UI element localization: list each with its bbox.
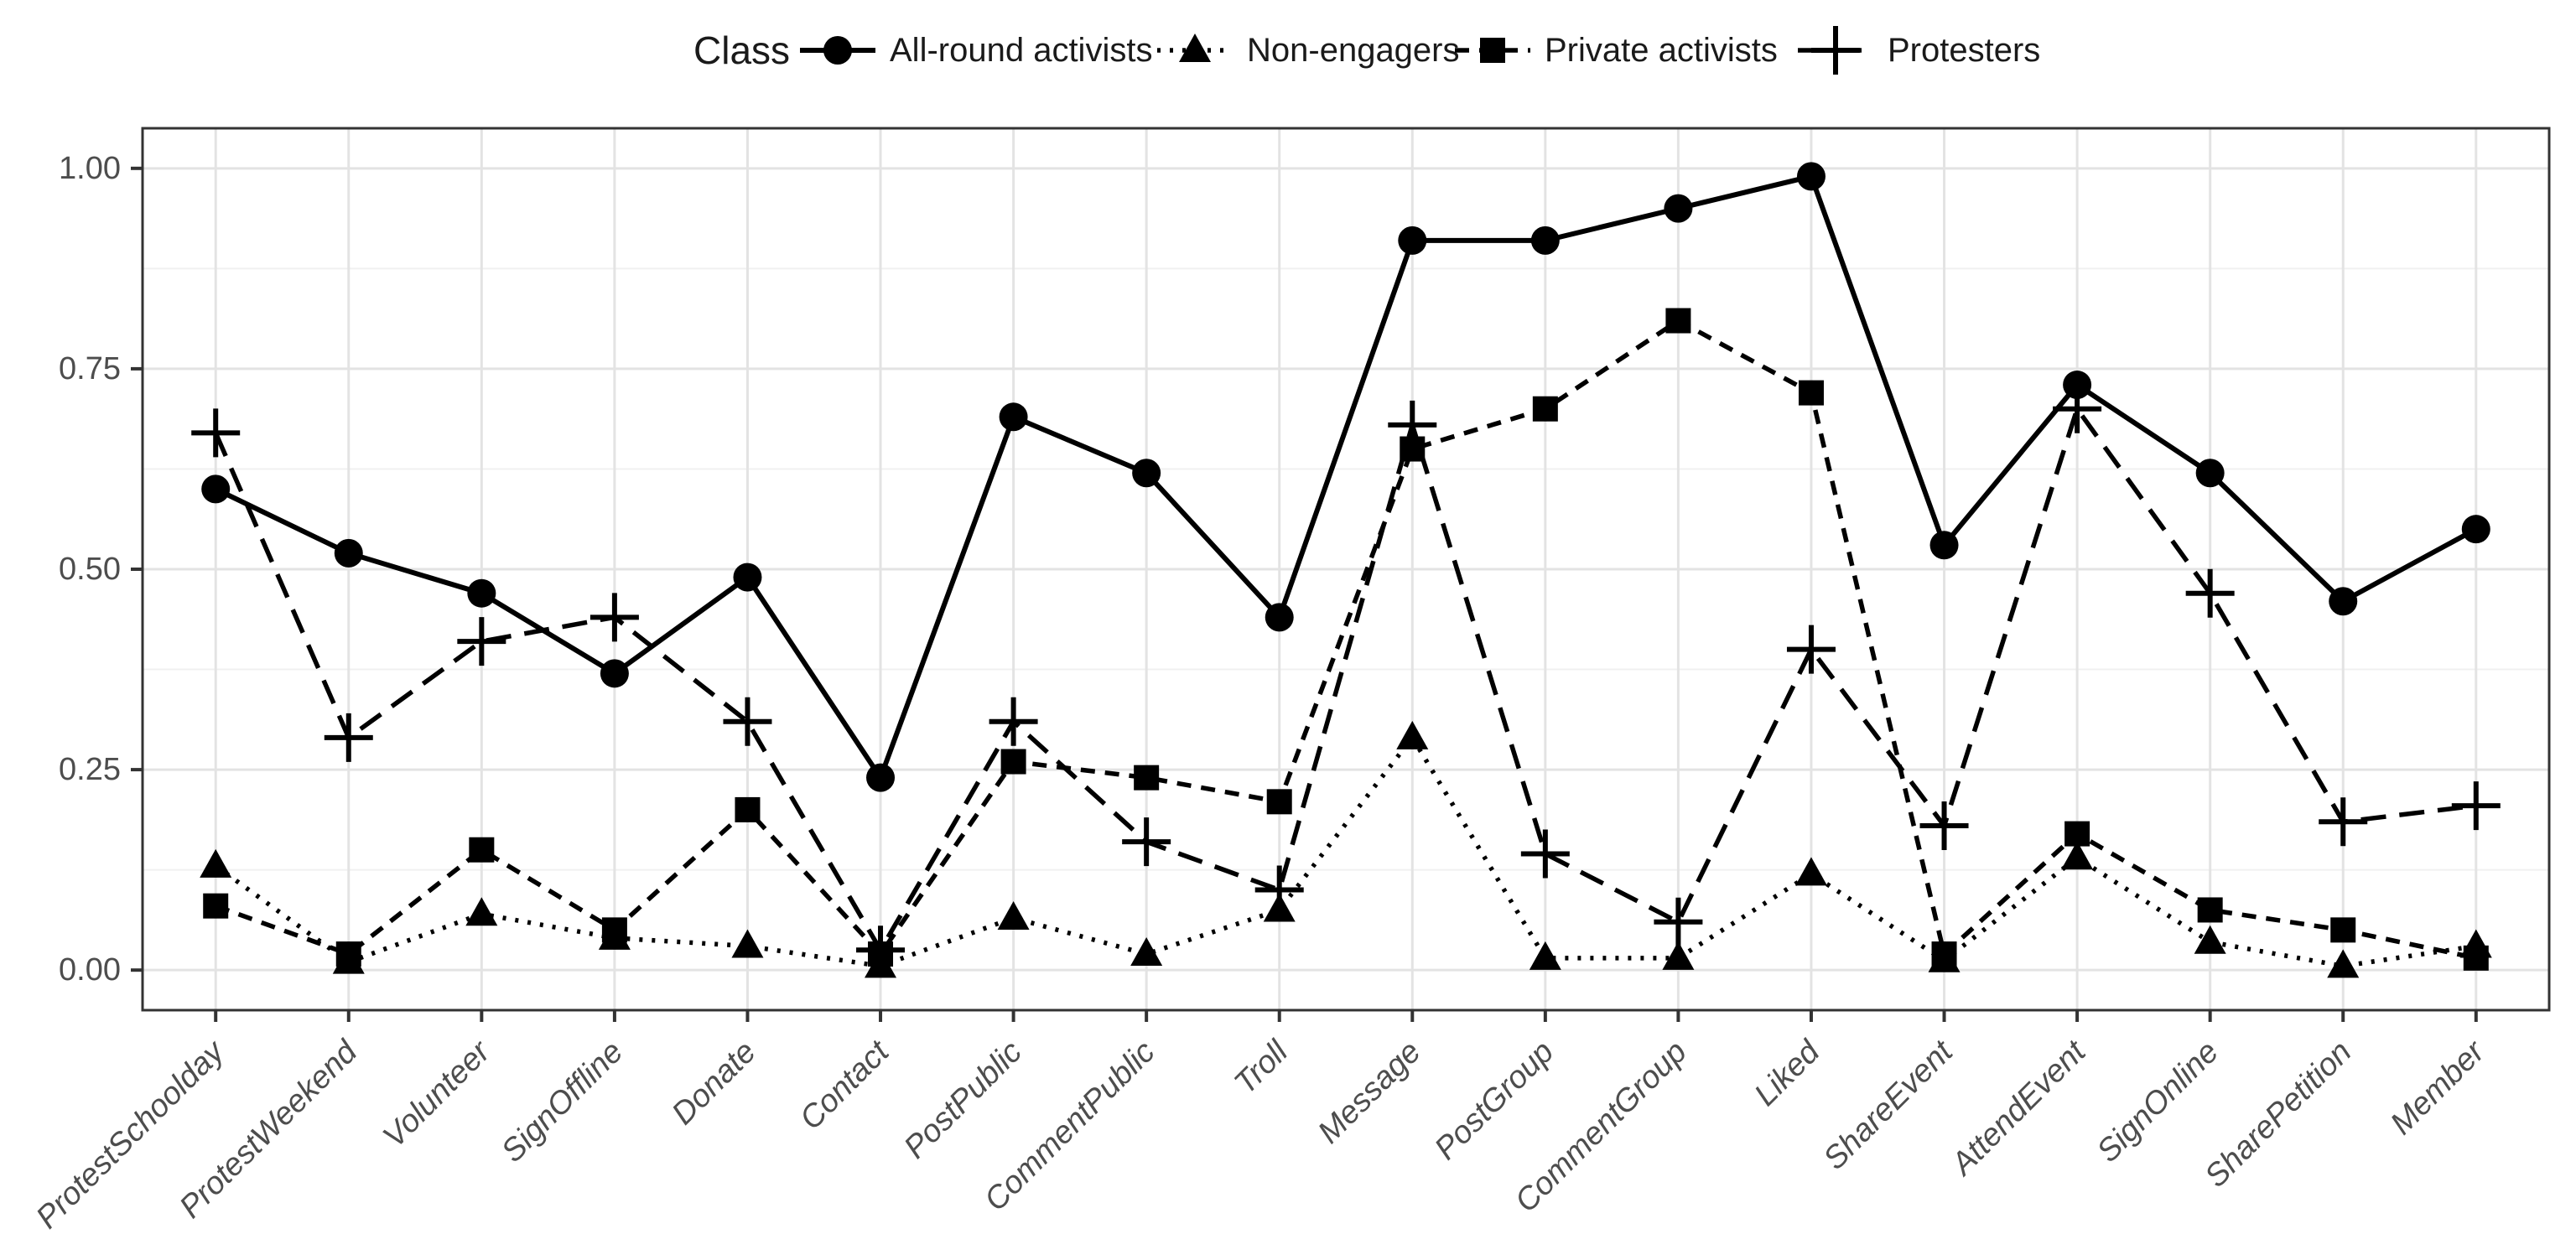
data-point-square: [469, 837, 495, 863]
data-point-circle: [999, 402, 1028, 432]
series-line-protesters: [213, 403, 2477, 955]
data-point-square: [2463, 945, 2489, 971]
data-point-plus: [457, 617, 506, 666]
y-tick-label: 0.25: [59, 752, 121, 787]
data-point-square: [1480, 38, 1505, 63]
data-point-triangle: [2194, 925, 2226, 954]
data-point-circle: [1265, 603, 1294, 632]
data-point-circle: [1664, 194, 1693, 223]
legend-item-label: Non-engagers: [1247, 32, 1460, 69]
data-point-square: [1000, 749, 1026, 775]
data-point-plus: [2319, 797, 2368, 847]
data-point-square: [2064, 821, 2090, 847]
data-point-circle: [467, 578, 496, 608]
series-protesters: [191, 384, 2501, 975]
data-point-square: [735, 796, 761, 822]
data-point-triangle: [1662, 941, 1695, 970]
data-point-square: [2197, 897, 2223, 923]
legend-title: Class: [693, 29, 790, 72]
data-point-plus: [1786, 625, 1836, 674]
data-point-circle: [2461, 515, 2490, 544]
axis-ticks: [131, 166, 2478, 1022]
legend-item-protesters: Protesters: [1798, 26, 2040, 75]
y-tick-label: 0.00: [59, 952, 121, 988]
legend-item-private-activists: Private activists: [1455, 32, 1778, 69]
data-point-square: [203, 893, 229, 919]
data-point-square: [1665, 308, 1691, 334]
data-point-square: [601, 917, 627, 943]
data-point-square: [1931, 941, 1957, 967]
data-point-square: [335, 941, 361, 967]
data-point-plus: [1811, 26, 1860, 75]
series-line-all-round-activists: [214, 173, 2478, 784]
series-line-private-activists: [215, 318, 2477, 961]
data-point-triangle: [1794, 857, 1827, 886]
series-all-round-activists: [201, 162, 2490, 792]
data-point-square: [2330, 917, 2356, 943]
data-point-triangle: [1179, 34, 1211, 62]
data-point-circle: [2063, 371, 2092, 400]
data-point-plus: [2451, 781, 2501, 831]
data-point-circle: [823, 36, 852, 65]
data-point-circle: [1796, 162, 1826, 191]
legend: Class All-round activists Non-engagers Priv…: [693, 26, 2040, 75]
data-point-circle: [1132, 459, 1161, 488]
data-point-triangle: [2061, 841, 2094, 870]
legend-item-label: Private activists: [1545, 32, 1778, 69]
data-point-circle: [600, 659, 629, 688]
data-point-circle: [866, 763, 896, 792]
series-private-activists: [203, 308, 2489, 971]
data-point-square: [1798, 380, 1824, 406]
data-point-plus: [723, 697, 772, 746]
data-point-plus: [324, 713, 373, 762]
data-point-circle: [201, 474, 231, 504]
data-point-triangle: [2327, 949, 2360, 978]
data-point-square: [868, 941, 894, 967]
data-point-triangle: [200, 848, 232, 878]
y-axis-labels: 0.00 0.25 0.50 0.75 1.00: [59, 151, 121, 988]
data-point-square: [1134, 765, 1160, 791]
data-point-circle: [733, 563, 762, 592]
data-point-square: [1266, 789, 1292, 815]
data-point-square: [1532, 396, 1558, 422]
data-point-plus: [989, 697, 1038, 746]
y-tick-label: 0.50: [59, 552, 121, 587]
data-point-circle: [2329, 587, 2358, 616]
data-point-circle: [1929, 531, 1959, 560]
legend-item-label: All-round activists: [890, 32, 1152, 69]
data-point-triangle: [1396, 720, 1429, 749]
data-point-plus: [1254, 865, 1304, 915]
y-tick-label: 1.00: [59, 151, 121, 186]
data-point-circle: [2195, 459, 2225, 488]
data-point-plus: [1654, 897, 1703, 946]
data-point-plus: [1919, 801, 1969, 851]
legend-item-all-round-activists: All-round activists: [800, 32, 1152, 69]
data-point-triangle: [1529, 941, 1561, 970]
data-point-triangle: [465, 897, 498, 926]
data-point-plus: [2185, 568, 2235, 618]
data-point-circle: [1398, 226, 1427, 255]
data-point-plus: [1122, 817, 1171, 867]
data-point-circle: [1530, 226, 1560, 255]
y-tick-label: 0.75: [59, 351, 121, 386]
legend-item-label: Protesters: [1888, 32, 2040, 69]
series-line-non-engagers: [214, 733, 2477, 969]
data-point-triangle: [731, 929, 764, 958]
legend-item-non-engagers: Non-engagers: [1157, 32, 1460, 69]
data-point-plus: [589, 593, 639, 642]
data-point-square: [1400, 436, 1426, 462]
data-point-circle: [334, 538, 363, 568]
data-point-plus: [191, 408, 241, 458]
data-point-triangle: [1130, 937, 1163, 967]
data-point-plus: [1520, 829, 1570, 879]
data-point-triangle: [997, 901, 1030, 931]
